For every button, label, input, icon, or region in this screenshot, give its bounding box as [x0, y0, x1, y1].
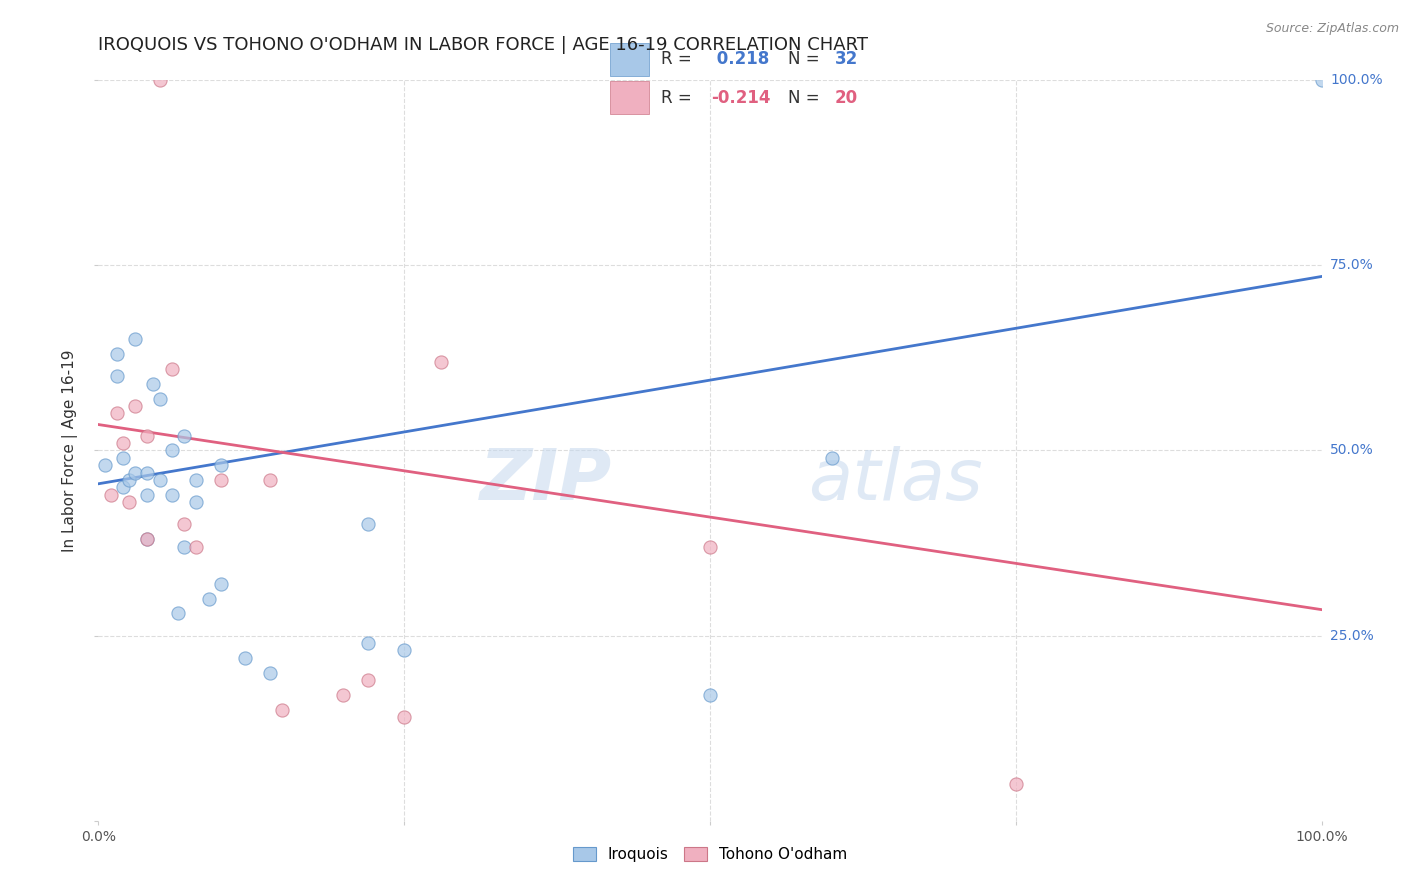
Point — [100, 488, 122, 502]
Point — [136, 488, 159, 502]
Point — [1004, 776, 1026, 791]
Text: ZIP: ZIP — [479, 446, 612, 515]
Point — [699, 540, 721, 554]
Point — [124, 399, 146, 413]
Point — [259, 665, 281, 680]
Point — [105, 407, 128, 421]
Point — [111, 450, 134, 465]
Y-axis label: In Labor Force | Age 16-19: In Labor Force | Age 16-19 — [62, 349, 79, 552]
Point — [93, 458, 115, 473]
Point — [197, 591, 219, 606]
Point — [270, 703, 294, 717]
FancyBboxPatch shape — [610, 81, 650, 113]
Point — [430, 354, 453, 368]
Text: 20: 20 — [835, 88, 858, 106]
Point — [173, 540, 195, 554]
Point — [111, 480, 134, 494]
Point — [136, 533, 159, 547]
Point — [118, 473, 141, 487]
Point — [186, 540, 208, 554]
Point — [699, 688, 721, 702]
Point — [160, 488, 183, 502]
Point — [105, 347, 128, 361]
Point — [136, 533, 159, 547]
Point — [173, 517, 195, 532]
Point — [173, 428, 195, 442]
Point — [233, 650, 256, 665]
Text: 50.0%: 50.0% — [1330, 443, 1374, 458]
Point — [332, 688, 354, 702]
Point — [142, 376, 165, 391]
Text: IROQUOIS VS TOHONO O'ODHAM IN LABOR FORCE | AGE 16-19 CORRELATION CHART: IROQUOIS VS TOHONO O'ODHAM IN LABOR FORC… — [98, 36, 869, 54]
Point — [136, 428, 159, 442]
Text: 100.0%: 100.0% — [1330, 73, 1382, 87]
Point — [160, 443, 183, 458]
Point — [111, 436, 134, 450]
Point — [167, 607, 190, 621]
Point — [821, 450, 844, 465]
Point — [259, 473, 281, 487]
Point — [124, 466, 146, 480]
Point — [392, 710, 416, 724]
Point — [136, 466, 159, 480]
Text: -0.214: -0.214 — [711, 88, 770, 106]
Text: 25.0%: 25.0% — [1330, 629, 1374, 642]
FancyBboxPatch shape — [610, 44, 650, 76]
Point — [149, 473, 172, 487]
Point — [118, 495, 141, 509]
Text: R =: R = — [661, 88, 692, 106]
Point — [356, 517, 378, 532]
Point — [1310, 73, 1333, 87]
Point — [209, 473, 232, 487]
Point — [160, 362, 183, 376]
Text: R =: R = — [661, 51, 692, 69]
Point — [356, 636, 378, 650]
Point — [186, 473, 208, 487]
Text: N =: N = — [787, 51, 820, 69]
Text: atlas: atlas — [808, 446, 983, 515]
Point — [149, 73, 172, 87]
Point — [209, 576, 232, 591]
Text: 0.218: 0.218 — [711, 51, 769, 69]
Point — [356, 673, 378, 687]
Text: N =: N = — [787, 88, 820, 106]
Text: 32: 32 — [835, 51, 858, 69]
Point — [124, 333, 146, 347]
Point — [149, 392, 172, 406]
Legend: Iroquois, Tohono O'odham: Iroquois, Tohono O'odham — [567, 841, 853, 869]
Point — [105, 369, 128, 384]
Point — [392, 643, 416, 657]
Point — [186, 495, 208, 509]
Point — [209, 458, 232, 473]
Text: Source: ZipAtlas.com: Source: ZipAtlas.com — [1265, 22, 1399, 36]
Text: 75.0%: 75.0% — [1330, 259, 1374, 272]
